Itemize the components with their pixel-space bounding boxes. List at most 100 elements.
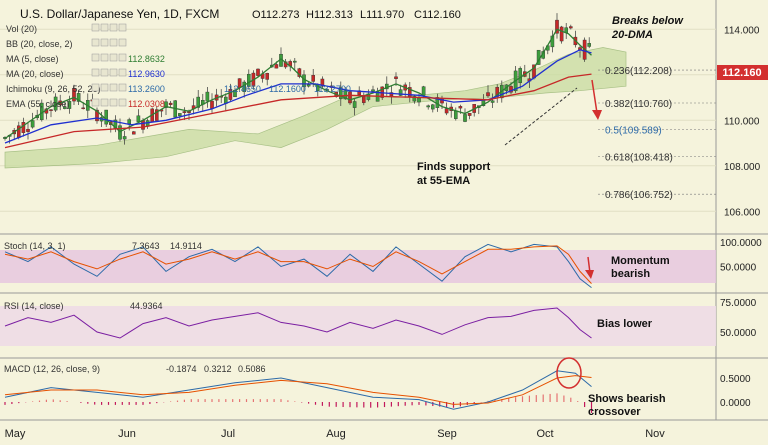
candle-body [555, 19, 559, 34]
candle-body [30, 120, 35, 128]
down-arrow-price [591, 79, 598, 114]
macd-label: MACD (12, 26, close, 9) [4, 364, 100, 374]
rsi-band [0, 306, 716, 346]
candle-body [486, 92, 490, 97]
candle-body [136, 115, 141, 122]
candle-body [463, 114, 467, 122]
y-tick-label: 114.000 [724, 25, 760, 36]
macd-line-val: 0.3212 [204, 364, 232, 374]
candle-body [131, 131, 136, 135]
macd-signal-line [4, 375, 592, 405]
down-arrow-stoch-head [585, 270, 594, 279]
indicator-label: EMA (55, close) [6, 99, 70, 109]
fib-label: 0.618(108.418) [605, 152, 673, 163]
stoch-d: 14.9114 [170, 241, 202, 251]
ohlc-open: O112.273 [252, 9, 300, 21]
fib-label: 0.5(109.589) [605, 126, 662, 137]
candle-body [72, 88, 76, 102]
y-tick-label: 110.000 [724, 116, 760, 127]
indicator-value: 113.2700 [314, 84, 351, 94]
series-ma-20-close- [4, 49, 592, 144]
x-tick-label: Aug [326, 428, 346, 440]
indicator-value: 112.1600 [269, 84, 306, 94]
support-dashed-arrow [504, 87, 578, 146]
annotation-crossover-2: crossover [588, 406, 641, 418]
candle-body [569, 26, 573, 29]
indicator-value: 112.0308 [128, 99, 165, 109]
indicator-button [109, 83, 118, 92]
candle-body [587, 43, 591, 47]
x-tick-label: Jun [118, 428, 136, 440]
candle-body [63, 106, 67, 109]
indicator-button [100, 98, 109, 107]
ohlc-close: C112.160 [414, 9, 461, 21]
candle-body [265, 73, 270, 80]
candle-body [81, 107, 85, 110]
candle-body [467, 113, 472, 116]
x-tick-label: Sep [437, 428, 457, 440]
indicator-button [118, 83, 127, 92]
indicator-button [91, 23, 100, 32]
annotation-bias: Bias lower [597, 318, 653, 330]
candle-body [352, 101, 357, 108]
indicator-button [91, 68, 100, 77]
candle-body [274, 64, 279, 69]
candle-body [417, 97, 421, 103]
macd-signal-val: 0.5086 [238, 364, 266, 374]
candle-body [311, 75, 316, 82]
indicator-value: 112.8632 [128, 54, 165, 64]
candle-body [444, 108, 449, 114]
candle-body [394, 76, 398, 79]
candle-body [256, 68, 260, 76]
candle-body [26, 128, 30, 132]
indicator-button [118, 38, 127, 47]
candle-body [348, 91, 352, 104]
candle-body [550, 35, 555, 48]
rsi-value: 44.9364 [130, 301, 163, 311]
indicator-button [100, 53, 109, 62]
candle-body [559, 26, 564, 42]
ohlc-low: L111.970 [360, 9, 404, 21]
annotation-crossover-1: Shows bearish [588, 393, 666, 405]
annotation-breaks-1: Breaks below [612, 15, 684, 27]
x-tick-label: May [5, 428, 26, 440]
indicator-button [91, 83, 100, 92]
indicator-button [118, 98, 127, 107]
stoch-d-line [4, 245, 592, 284]
candle-body [67, 100, 72, 109]
candle-body [118, 125, 122, 140]
stoch-label: Stoch (14, 3, 1) [4, 241, 66, 251]
last-price-tag [717, 65, 768, 80]
indicator-button [100, 23, 109, 32]
last-price-label: 112.160 [722, 67, 761, 79]
candle-body [371, 89, 375, 92]
rsi-line [4, 307, 592, 339]
ichimoku-cloud [4, 47, 627, 169]
indicator-button [100, 83, 109, 92]
annotation-momentum-2: bearish [611, 268, 650, 280]
candle-body [182, 111, 187, 113]
candle-body [122, 136, 127, 140]
stoch-k: 7.3643 [132, 241, 160, 251]
x-tick-label: Oct [536, 428, 553, 440]
candle-body [49, 109, 53, 111]
candle-body [518, 68, 522, 84]
chart-title: U.S. Dollar/Japanese Yen, 1D, FXCM [20, 7, 219, 21]
candle-body [127, 119, 131, 125]
crossover-circle [556, 357, 582, 389]
candle-body [362, 96, 366, 103]
candle-body [205, 91, 210, 102]
rsi-label: RSI (14, close) [4, 301, 64, 311]
candle-body [421, 86, 426, 96]
candle-body [454, 110, 458, 119]
annotation-support-1: Finds support [417, 161, 491, 173]
candle-body [168, 102, 173, 105]
candle-body [412, 96, 417, 102]
macd-hist: -0.1874 [166, 364, 197, 374]
indicator-button [100, 68, 109, 77]
indicator-label: BB (20, close, 2) [6, 39, 73, 49]
candle-body [141, 120, 145, 130]
fib-label: 0.382(110.760) [605, 99, 672, 110]
candle-body [95, 109, 99, 122]
